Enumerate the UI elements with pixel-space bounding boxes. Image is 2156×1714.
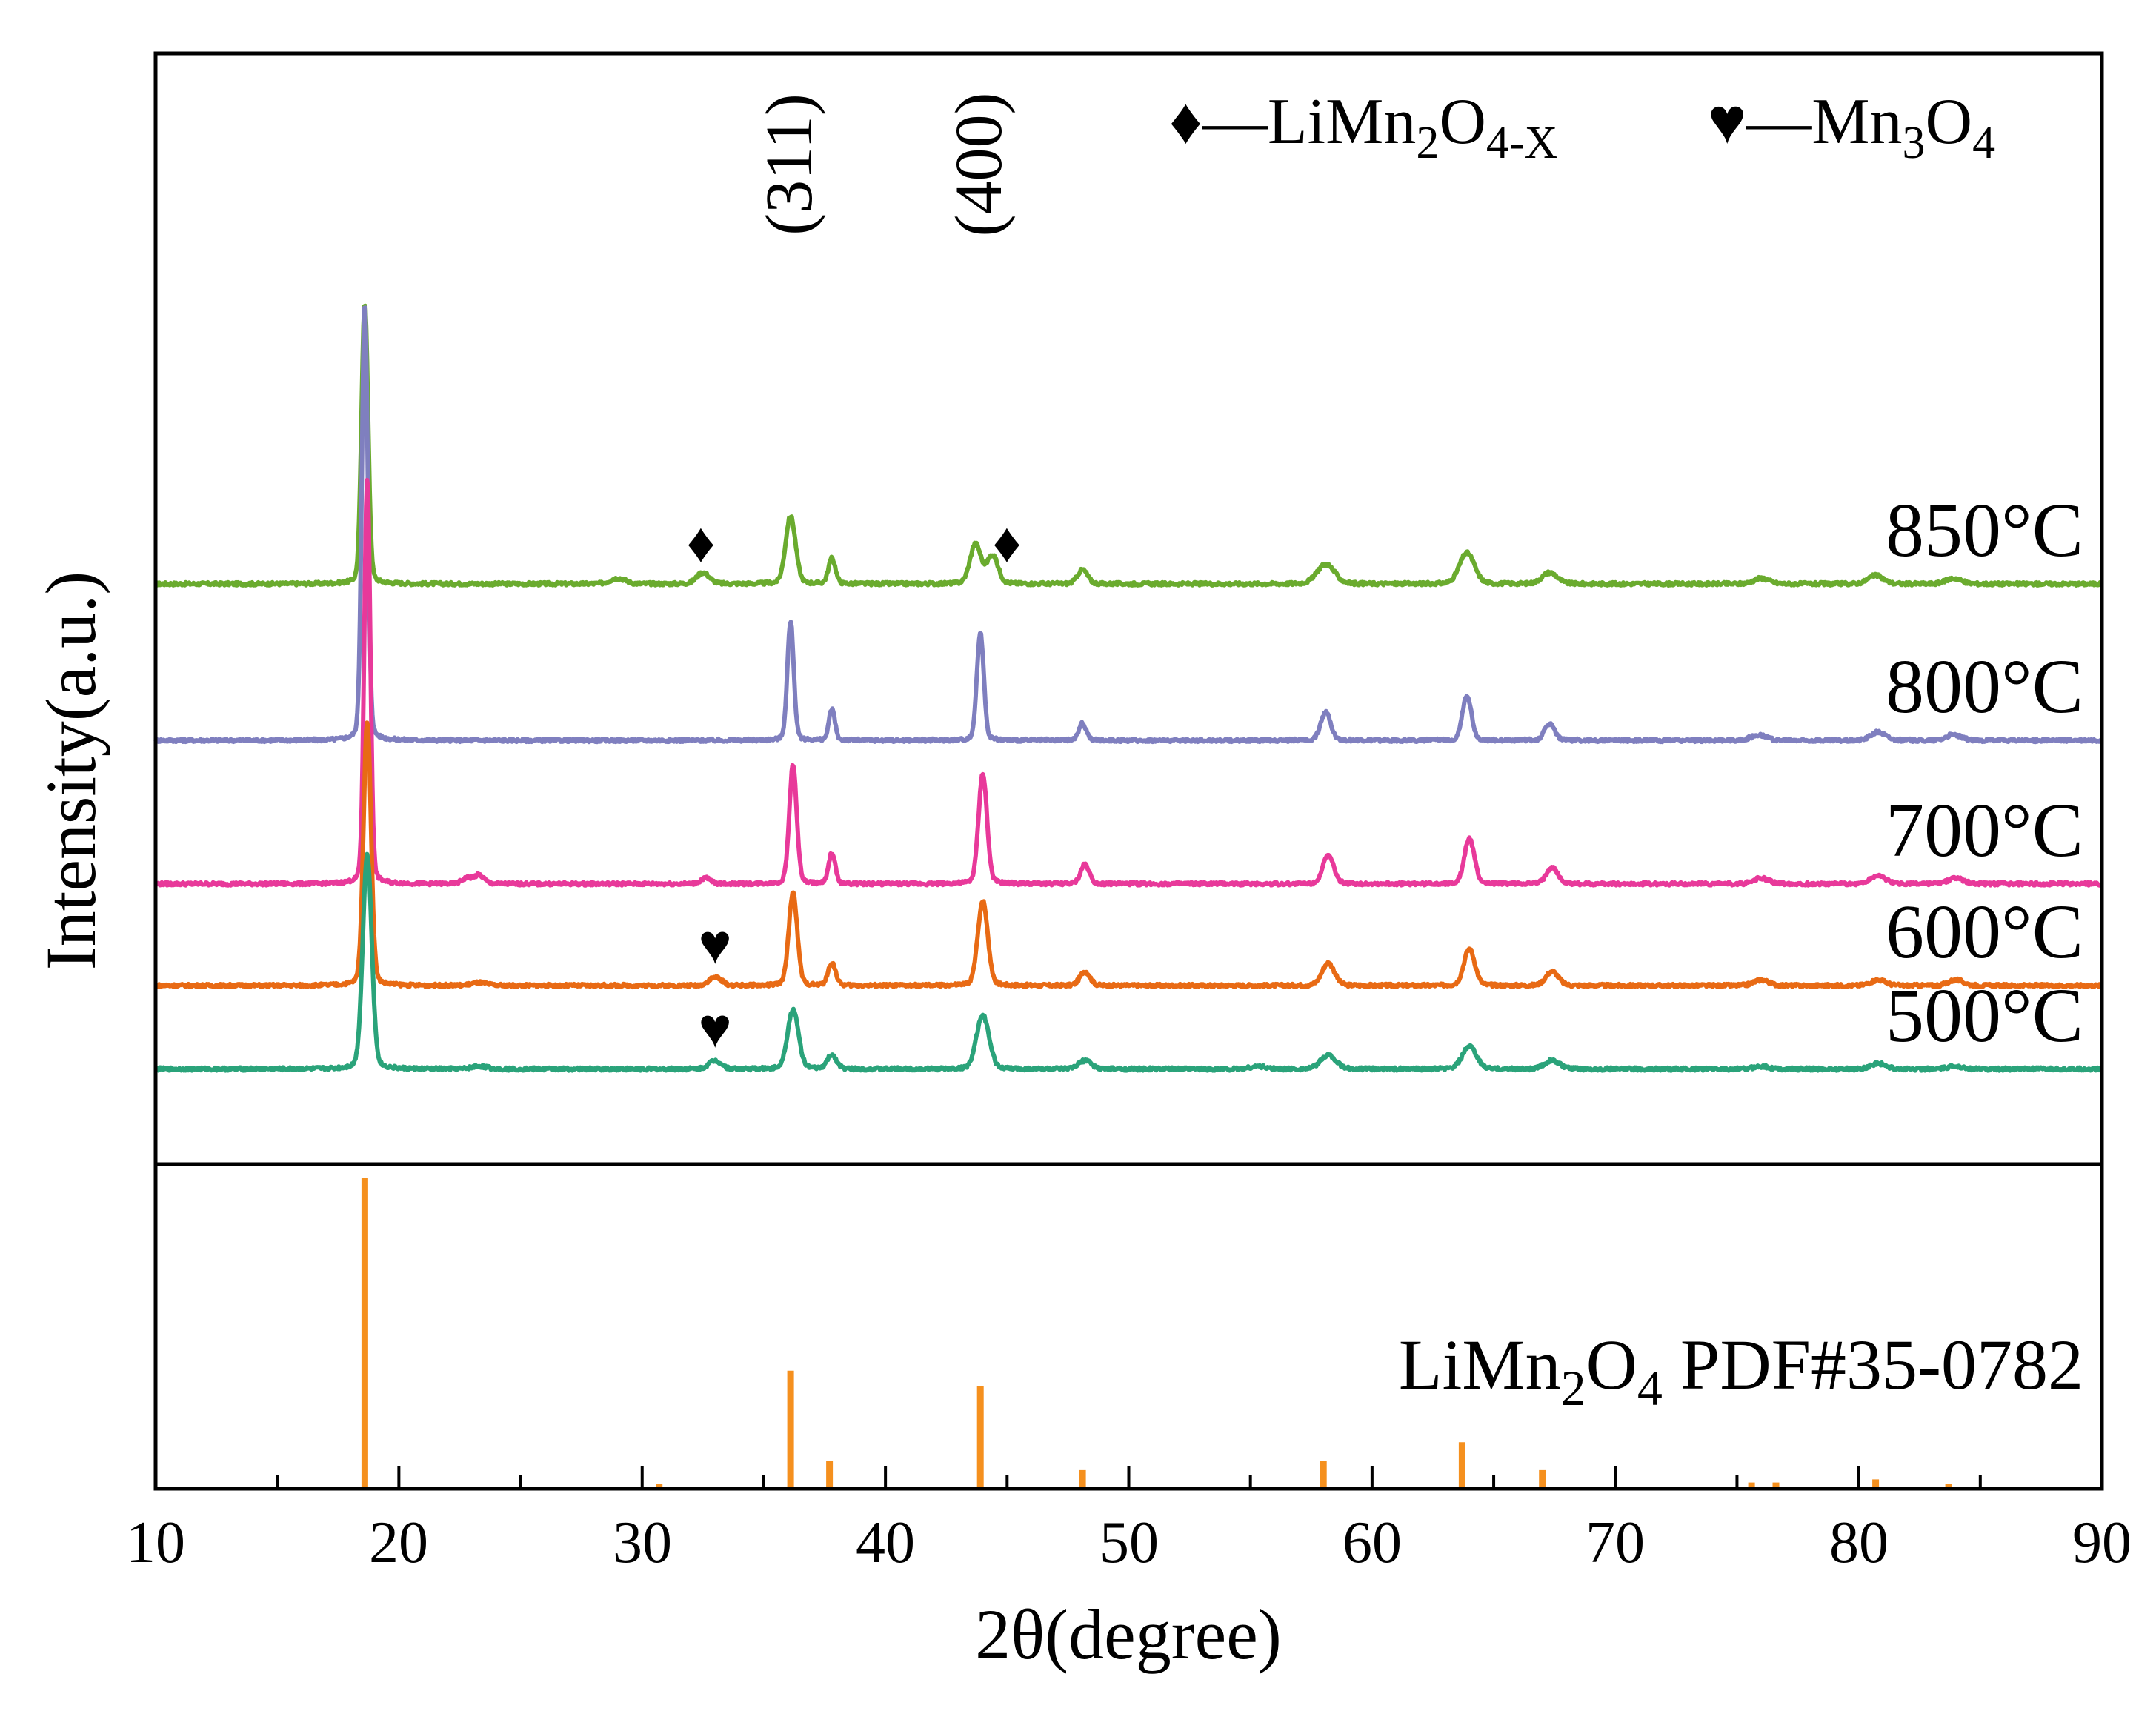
plot-frame: [153, 51, 2104, 1491]
series-600c-line: [154, 720, 2103, 990]
x-tick-label-10: 10: [126, 1510, 185, 1575]
series-500c-label: 500°C: [1886, 973, 2083, 1058]
legend-mn3o4: ♥—Mn3O4: [1708, 86, 1995, 168]
x-tick-label-60: 60: [1342, 1510, 1402, 1575]
x-tick-label-30: 30: [613, 1510, 672, 1575]
marker-layer: ♦ ♦ ♥ ♥: [687, 512, 1022, 1060]
x-tick-label-80: 80: [1829, 1510, 1889, 1575]
x-axis-title: 2θ(degree): [975, 1595, 1282, 1674]
x-tick-label-70: 70: [1586, 1510, 1645, 1575]
x-tick-label-40: 40: [856, 1510, 915, 1575]
x-tick-label-20: 20: [369, 1510, 428, 1575]
peak-label-311: (311): [753, 93, 826, 236]
heart-marker-2: ♥: [698, 914, 731, 976]
series-850c-line: [154, 303, 2103, 588]
series-850c-label: 850°C: [1886, 488, 2083, 573]
diamond-icon: ♦: [1169, 86, 1202, 158]
x-tick-label-50: 50: [1099, 1510, 1159, 1575]
diamond-marker-0: ♦: [687, 512, 716, 574]
series-500c-line: [153, 851, 2103, 1073]
series-700c-line: [153, 477, 2103, 888]
heart-icon: ♥: [1708, 86, 1746, 158]
legend-spinel: ♦—LiMn2O4-X: [1169, 86, 1557, 168]
heart-marker-3: ♥: [698, 997, 731, 1060]
x-tick-label-90: 90: [2072, 1510, 2132, 1575]
x-axis-ticks: 10 20 30 40 50 60 70 80 90: [126, 1466, 2132, 1575]
peak-label-400: (400): [942, 93, 1016, 237]
series-700c-label: 700°C: [1886, 788, 2083, 873]
series-600c-label: 600°C: [1886, 889, 2083, 974]
diamond-marker-1: ♦: [993, 512, 1022, 574]
reference-label: LiMn2O4 PDF#35-0782: [1399, 1325, 2083, 1416]
y-axis-title: Intensity(a.u.): [31, 571, 110, 971]
series-800c-label: 800°C: [1886, 644, 2083, 729]
series-800c-line: [153, 305, 2103, 745]
